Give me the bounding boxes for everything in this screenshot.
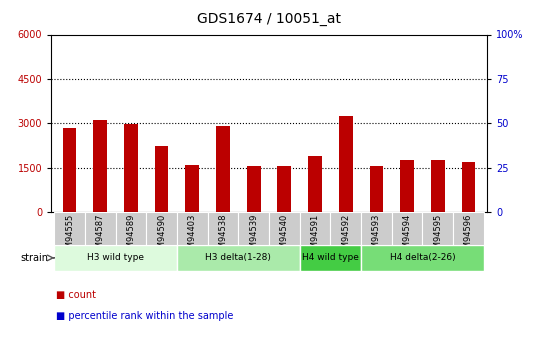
Bar [431, 160, 445, 212]
Bar [146, 212, 177, 245]
Bar [339, 116, 352, 212]
Bar [216, 126, 230, 212]
Bar [361, 245, 484, 271]
Bar [124, 124, 138, 212]
Text: H3 delta(1-28): H3 delta(1-28) [206, 253, 271, 263]
Bar [155, 146, 168, 212]
Text: GSM94555: GSM94555 [65, 214, 74, 259]
Bar [361, 212, 392, 245]
Bar [422, 212, 453, 245]
Text: H4 wild type: H4 wild type [302, 253, 359, 263]
Bar [62, 128, 76, 212]
Text: GSM94539: GSM94539 [249, 214, 258, 259]
Bar [85, 212, 116, 245]
Bar [308, 156, 322, 212]
Text: ■ count: ■ count [56, 290, 96, 300]
Bar [300, 212, 330, 245]
Text: GSM94593: GSM94593 [372, 214, 381, 259]
Text: GSM94591: GSM94591 [310, 214, 320, 259]
Bar [453, 212, 484, 245]
Bar [278, 166, 291, 212]
Text: GSM94540: GSM94540 [280, 214, 289, 259]
Bar [462, 162, 476, 212]
Text: GSM94403: GSM94403 [188, 214, 197, 259]
Bar [54, 245, 177, 271]
Text: GDS1674 / 10051_at: GDS1674 / 10051_at [197, 12, 341, 26]
Bar [208, 212, 238, 245]
Bar [370, 166, 383, 212]
Bar [300, 245, 361, 271]
Bar [93, 120, 107, 212]
Bar [400, 160, 414, 212]
Text: GSM94538: GSM94538 [218, 214, 228, 259]
Bar [392, 212, 422, 245]
Text: H3 wild type: H3 wild type [87, 253, 144, 263]
Text: GSM94595: GSM94595 [433, 214, 442, 259]
Text: GSM94592: GSM94592 [341, 214, 350, 259]
Text: GSM94589: GSM94589 [126, 214, 136, 259]
Bar [330, 212, 361, 245]
Bar [269, 212, 300, 245]
Text: H4 delta(2-26): H4 delta(2-26) [390, 253, 455, 263]
Text: ■ percentile rank within the sample: ■ percentile rank within the sample [56, 311, 234, 321]
Bar [177, 212, 208, 245]
Bar [186, 165, 199, 212]
Bar [116, 212, 146, 245]
Text: GSM94590: GSM94590 [157, 214, 166, 259]
Text: GSM94587: GSM94587 [96, 214, 105, 259]
Text: GSM94596: GSM94596 [464, 214, 473, 259]
Bar [177, 245, 300, 271]
Bar [238, 212, 269, 245]
Bar [54, 212, 85, 245]
Text: strain: strain [20, 253, 48, 263]
Bar [247, 166, 260, 212]
Text: GSM94594: GSM94594 [402, 214, 412, 259]
